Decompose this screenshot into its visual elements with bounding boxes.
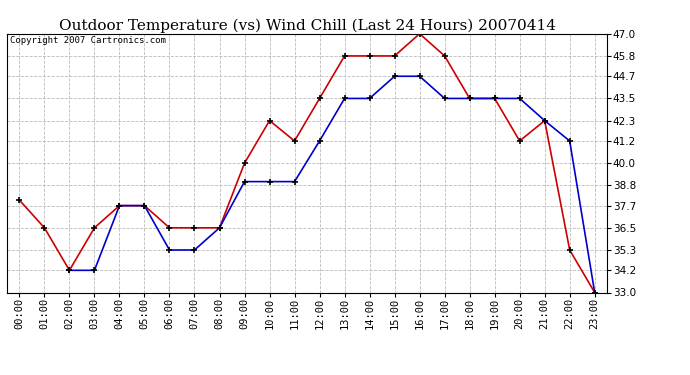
Text: Copyright 2007 Cartronics.com: Copyright 2007 Cartronics.com	[10, 36, 166, 45]
Title: Outdoor Temperature (vs) Wind Chill (Last 24 Hours) 20070414: Outdoor Temperature (vs) Wind Chill (Las…	[59, 18, 555, 33]
